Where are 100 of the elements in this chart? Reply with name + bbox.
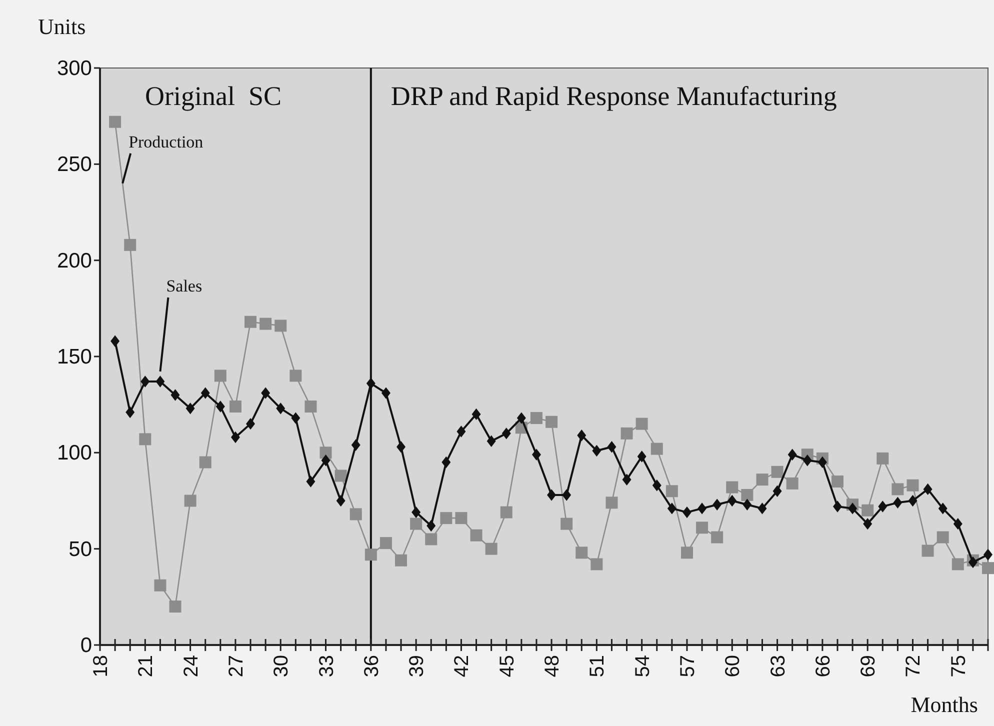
point [984,548,992,560]
point [742,498,752,510]
point [878,500,888,512]
point [199,456,212,468]
point [562,489,572,501]
point [922,544,934,557]
y-tick-label: 250 [56,153,92,176]
point [726,481,738,494]
point [139,433,152,446]
x-tick-label: 54 [632,655,654,678]
y-tick-label: 300 [56,57,92,80]
x-tick-label: 63 [767,655,790,678]
x-tick-label: 39 [406,655,428,678]
y-tick-label: 50 [68,538,92,561]
point [923,483,932,496]
point [304,400,317,413]
point [410,518,422,530]
point [291,412,300,424]
point [771,466,784,478]
point [606,496,618,509]
point [818,456,827,468]
point [772,485,782,497]
point [532,448,541,460]
point [440,512,452,524]
point [364,548,377,561]
point [229,400,242,413]
point [938,502,948,514]
x-tick-label: 75 [948,655,970,678]
point [110,335,120,347]
point [214,370,226,382]
point [320,446,332,459]
point [711,531,724,544]
point [516,412,526,424]
point [156,376,165,388]
point [124,238,136,251]
point [560,518,573,530]
point [906,479,919,492]
point [802,454,812,466]
point [908,494,918,507]
point [470,529,482,542]
y-tick-label: 150 [56,346,92,368]
x-tick-label: 66 [812,655,834,678]
point [620,427,633,440]
point [607,441,616,453]
point [412,506,421,518]
x-axis-title: Months [910,692,978,717]
x-tick-label: 48 [542,655,564,678]
point [396,441,406,453]
point [893,496,902,509]
point [334,470,347,482]
point [547,489,556,501]
point [758,502,767,514]
point [862,504,874,516]
point [696,522,708,534]
y-axis-title: Units [38,14,86,39]
point [261,387,270,399]
point [622,474,632,486]
point [381,387,390,399]
point [982,562,994,574]
point [712,498,722,510]
x-tick-label: 18 [90,655,112,678]
point [350,508,362,520]
x-tick-label: 57 [676,655,699,678]
x-tick-label: 72 [902,655,925,678]
x-tick-label: 27 [225,655,248,678]
point [170,389,180,401]
x-tick-label: 60 [722,655,744,678]
point [169,600,182,613]
point [953,518,962,530]
point [321,454,330,466]
point [682,506,692,518]
x-tick-label: 36 [360,655,383,678]
y-tick-label: 100 [56,442,92,465]
point [863,518,872,530]
point [832,500,842,512]
point [652,480,662,492]
x-tick-label: 33 [316,655,338,678]
x-tick-label: 51 [586,655,609,678]
series-label: Production [128,132,204,152]
point [486,435,496,447]
point [741,488,754,501]
point [351,439,360,451]
x-tick-label: 24 [180,655,202,678]
point [184,494,196,507]
point [260,318,272,330]
point [786,477,798,490]
x-tick-label: 45 [496,655,518,678]
point [876,452,889,464]
point [485,542,498,555]
point [936,531,949,544]
point [756,474,768,486]
point [290,370,302,382]
point [667,502,676,514]
y-tick-label: 0 [80,634,92,657]
point [636,418,648,430]
point [306,476,316,488]
point [590,558,603,570]
x-tick-label: 69 [858,655,880,678]
point [186,402,195,414]
point [366,378,376,390]
